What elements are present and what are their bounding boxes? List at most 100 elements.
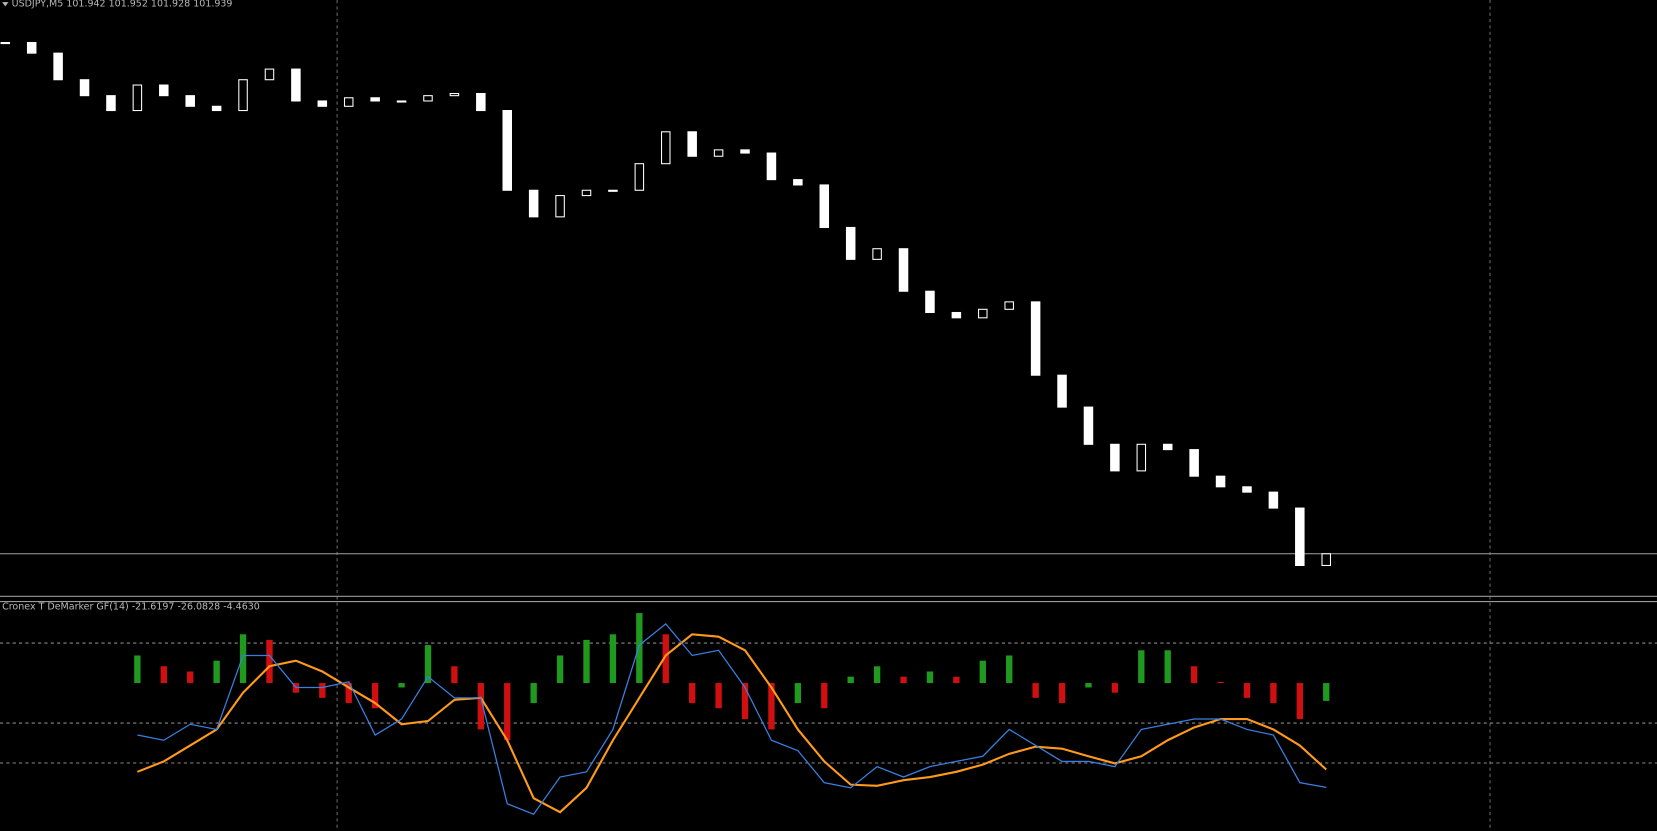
candle [1215,475,1226,488]
candle [1057,374,1067,408]
candle [528,189,539,218]
indicator-line [136,633,1327,814]
symbol-label: USDJPY,M5 101.942 101.952 101.928 101.93… [12,0,233,10]
candle [106,95,116,112]
histogram-bar [741,683,749,720]
histogram-bar [187,671,194,684]
histogram-bar [530,683,537,704]
histogram-bar [662,634,669,684]
histogram-bar [371,683,379,709]
candle [581,189,592,197]
candle [713,149,724,157]
histogram-bar [1111,683,1119,693]
candle [608,189,618,192]
candle [343,97,354,107]
histogram-bar [398,683,405,688]
candle [396,100,407,103]
candle [1004,301,1014,310]
histogram-bar [689,683,696,704]
histogram-bar [1058,683,1066,704]
candle [476,93,486,112]
histogram-bar [847,676,854,684]
histogram-bar [1085,683,1092,688]
histogram-bar [1296,683,1303,720]
histogram-bar [821,683,828,709]
candle [898,248,909,292]
candle [1321,553,1331,566]
histogram-bar [768,683,775,730]
histogram-bar [953,676,960,684]
candle [449,93,460,97]
histogram-bar [504,683,511,741]
candle [555,195,565,218]
candle [766,152,777,181]
histogram-bar [926,671,934,684]
histogram-bar [609,634,617,684]
candle [238,79,248,112]
histogram-bar [213,660,220,684]
candle [423,95,433,102]
candle [79,79,90,97]
candle [1295,507,1305,566]
histogram-bar [319,683,326,698]
histogram-bar [794,683,802,704]
histogram-bar [1190,666,1198,684]
candle [1083,406,1094,445]
histogram-bar [345,683,352,704]
histogram-bar [900,676,907,684]
histogram-bar [979,660,986,684]
candle [687,131,697,157]
candle [317,100,328,107]
histogram-bar [1243,683,1251,698]
candle [53,52,63,81]
candle [925,290,935,314]
candle [793,179,803,186]
candle [159,84,169,97]
candle [1242,486,1252,493]
candle [1110,443,1120,472]
histogram-bar [873,666,881,684]
candle [0,41,11,45]
histogram-bar [266,639,273,684]
candle [951,311,962,319]
candle [872,248,882,260]
candle [26,41,37,54]
histogram-bar [1270,683,1277,704]
candle [1030,301,1041,376]
histogram-bar [1323,683,1330,701]
histogram-bar [636,613,643,684]
candle [370,97,380,102]
candle [1162,443,1173,451]
histogram-bar [556,655,564,684]
histogram-bar [1138,650,1145,684]
indicator-label: Cronex T DeMarker GF(14) -21.6197 -26.08… [2,601,260,612]
candle [264,68,275,81]
candle [634,163,645,191]
candle [978,308,988,319]
candle [211,105,222,112]
candle [502,110,513,191]
histogram-bar [424,645,432,684]
histogram-bar [134,655,141,684]
candle [132,84,143,112]
indicator-line [137,623,1327,815]
candle [845,226,856,260]
histogram-bar [1006,655,1013,684]
candle [1136,443,1147,472]
histogram-bar [715,683,722,709]
candle [1268,491,1279,509]
candle [819,184,830,228]
histogram-bar [1032,683,1039,698]
candle [291,68,301,102]
histogram-bar [1217,681,1224,684]
menu-arrow[interactable] [2,2,9,7]
histogram-bar [239,634,247,684]
candle [740,149,750,154]
histogram-bar [1164,650,1171,684]
candle [185,95,195,107]
candle [661,131,671,165]
histogram-bar [451,666,458,684]
